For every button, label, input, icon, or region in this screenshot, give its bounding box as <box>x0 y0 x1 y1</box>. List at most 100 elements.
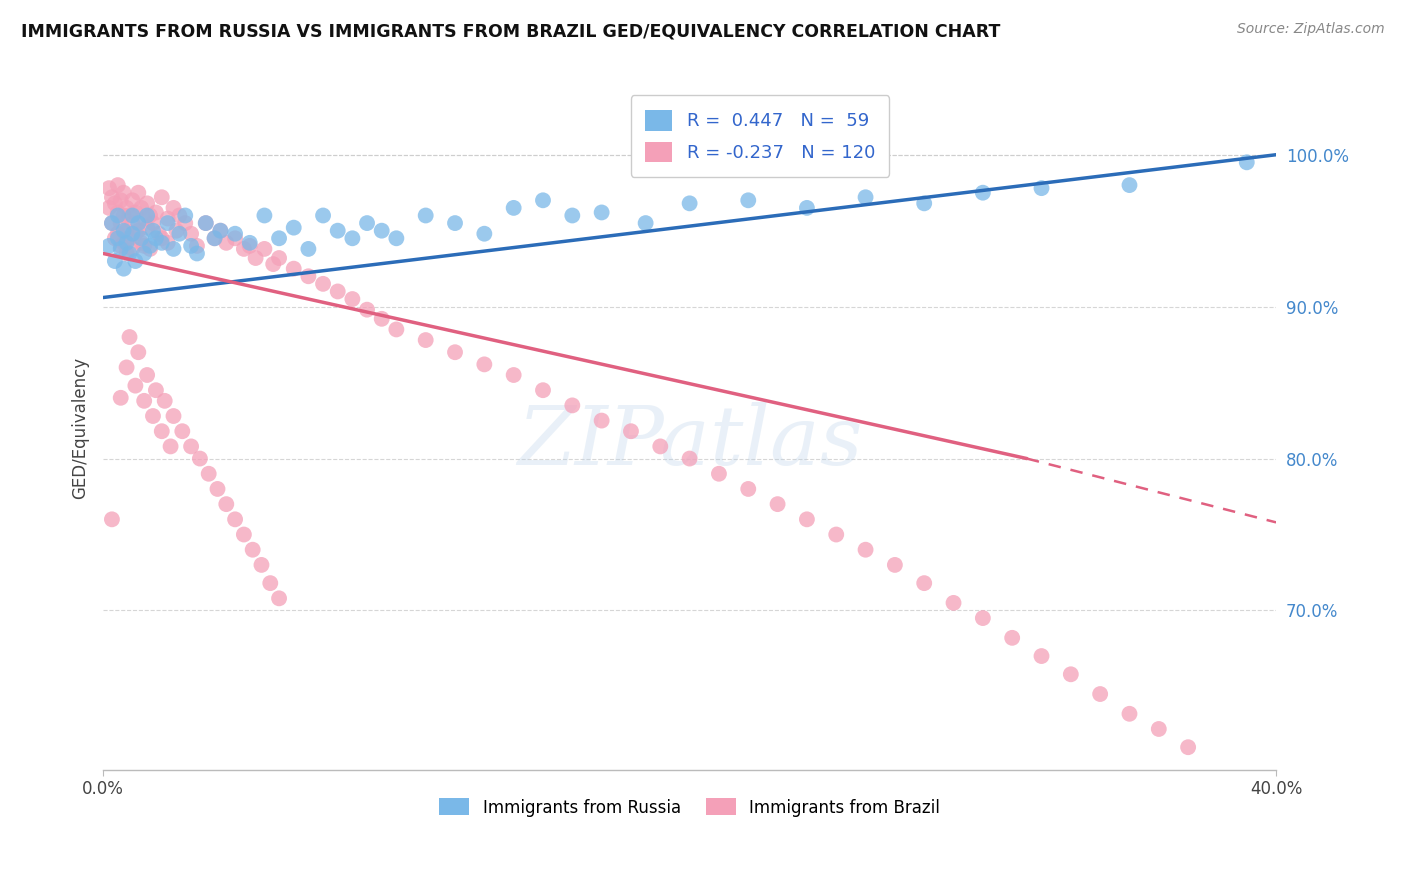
Point <box>110 216 132 230</box>
Point <box>110 239 132 253</box>
Point <box>156 211 179 226</box>
Point <box>129 201 152 215</box>
Point <box>124 378 146 392</box>
Point <box>101 512 124 526</box>
Point <box>101 216 124 230</box>
Point <box>972 611 994 625</box>
Point <box>136 368 159 382</box>
Point <box>124 227 146 241</box>
Point <box>194 216 217 230</box>
Point <box>180 439 202 453</box>
Point <box>232 527 254 541</box>
Point <box>1118 178 1140 193</box>
Point <box>259 576 281 591</box>
Point <box>825 527 848 541</box>
Point <box>370 311 392 326</box>
Point <box>136 209 159 223</box>
Point <box>101 190 124 204</box>
Point <box>169 209 191 223</box>
Point <box>107 231 129 245</box>
Point <box>107 209 129 223</box>
Point <box>253 242 276 256</box>
Point <box>370 224 392 238</box>
Point <box>127 186 149 200</box>
Point <box>312 209 335 223</box>
Point <box>121 242 143 256</box>
Point <box>678 196 700 211</box>
Point <box>650 439 672 453</box>
Point <box>634 216 657 230</box>
Point <box>737 194 759 208</box>
Point <box>127 216 149 230</box>
Point <box>129 231 152 245</box>
Point <box>150 231 173 245</box>
Point <box>134 239 156 253</box>
Point <box>186 239 208 253</box>
Point <box>207 482 229 496</box>
Point <box>142 409 165 423</box>
Point <box>115 246 138 260</box>
Point <box>215 497 238 511</box>
Point <box>165 224 187 238</box>
Point <box>531 383 554 397</box>
Point <box>145 205 167 219</box>
Point <box>1088 687 1111 701</box>
Point <box>326 285 349 299</box>
Point <box>112 186 135 200</box>
Point <box>297 269 319 284</box>
Point <box>159 439 181 453</box>
Point <box>591 205 613 219</box>
Point <box>855 190 877 204</box>
Point <box>104 231 127 245</box>
Point <box>267 591 290 606</box>
Point <box>98 239 121 253</box>
Point <box>209 224 232 238</box>
Point <box>180 239 202 253</box>
Point <box>356 302 378 317</box>
Point <box>385 231 408 245</box>
Point <box>153 393 176 408</box>
Point <box>620 424 643 438</box>
Point <box>737 482 759 496</box>
Point <box>326 224 349 238</box>
Point <box>267 231 290 245</box>
Point <box>356 216 378 230</box>
Point <box>112 235 135 250</box>
Point <box>342 231 364 245</box>
Point <box>136 220 159 235</box>
Point <box>124 254 146 268</box>
Point <box>139 209 162 223</box>
Point <box>112 224 135 238</box>
Point <box>194 216 217 230</box>
Point <box>112 209 135 223</box>
Point <box>972 186 994 200</box>
Point <box>942 596 965 610</box>
Point <box>1001 631 1024 645</box>
Point <box>107 227 129 241</box>
Point <box>118 330 141 344</box>
Point <box>172 424 194 438</box>
Point <box>118 246 141 260</box>
Point <box>139 239 162 253</box>
Point <box>136 196 159 211</box>
Point <box>204 231 226 245</box>
Text: Source: ZipAtlas.com: Source: ZipAtlas.com <box>1237 22 1385 37</box>
Point <box>239 235 262 250</box>
Point <box>766 497 789 511</box>
Point <box>796 512 818 526</box>
Point <box>162 242 184 256</box>
Point <box>180 227 202 241</box>
Point <box>385 322 408 336</box>
Point <box>224 231 246 245</box>
Point <box>796 201 818 215</box>
Point <box>1236 155 1258 169</box>
Point <box>224 512 246 526</box>
Point <box>1177 740 1199 755</box>
Point <box>112 261 135 276</box>
Point <box>101 216 124 230</box>
Point <box>129 235 152 250</box>
Point <box>855 542 877 557</box>
Point <box>121 209 143 223</box>
Point <box>242 542 264 557</box>
Point <box>232 242 254 256</box>
